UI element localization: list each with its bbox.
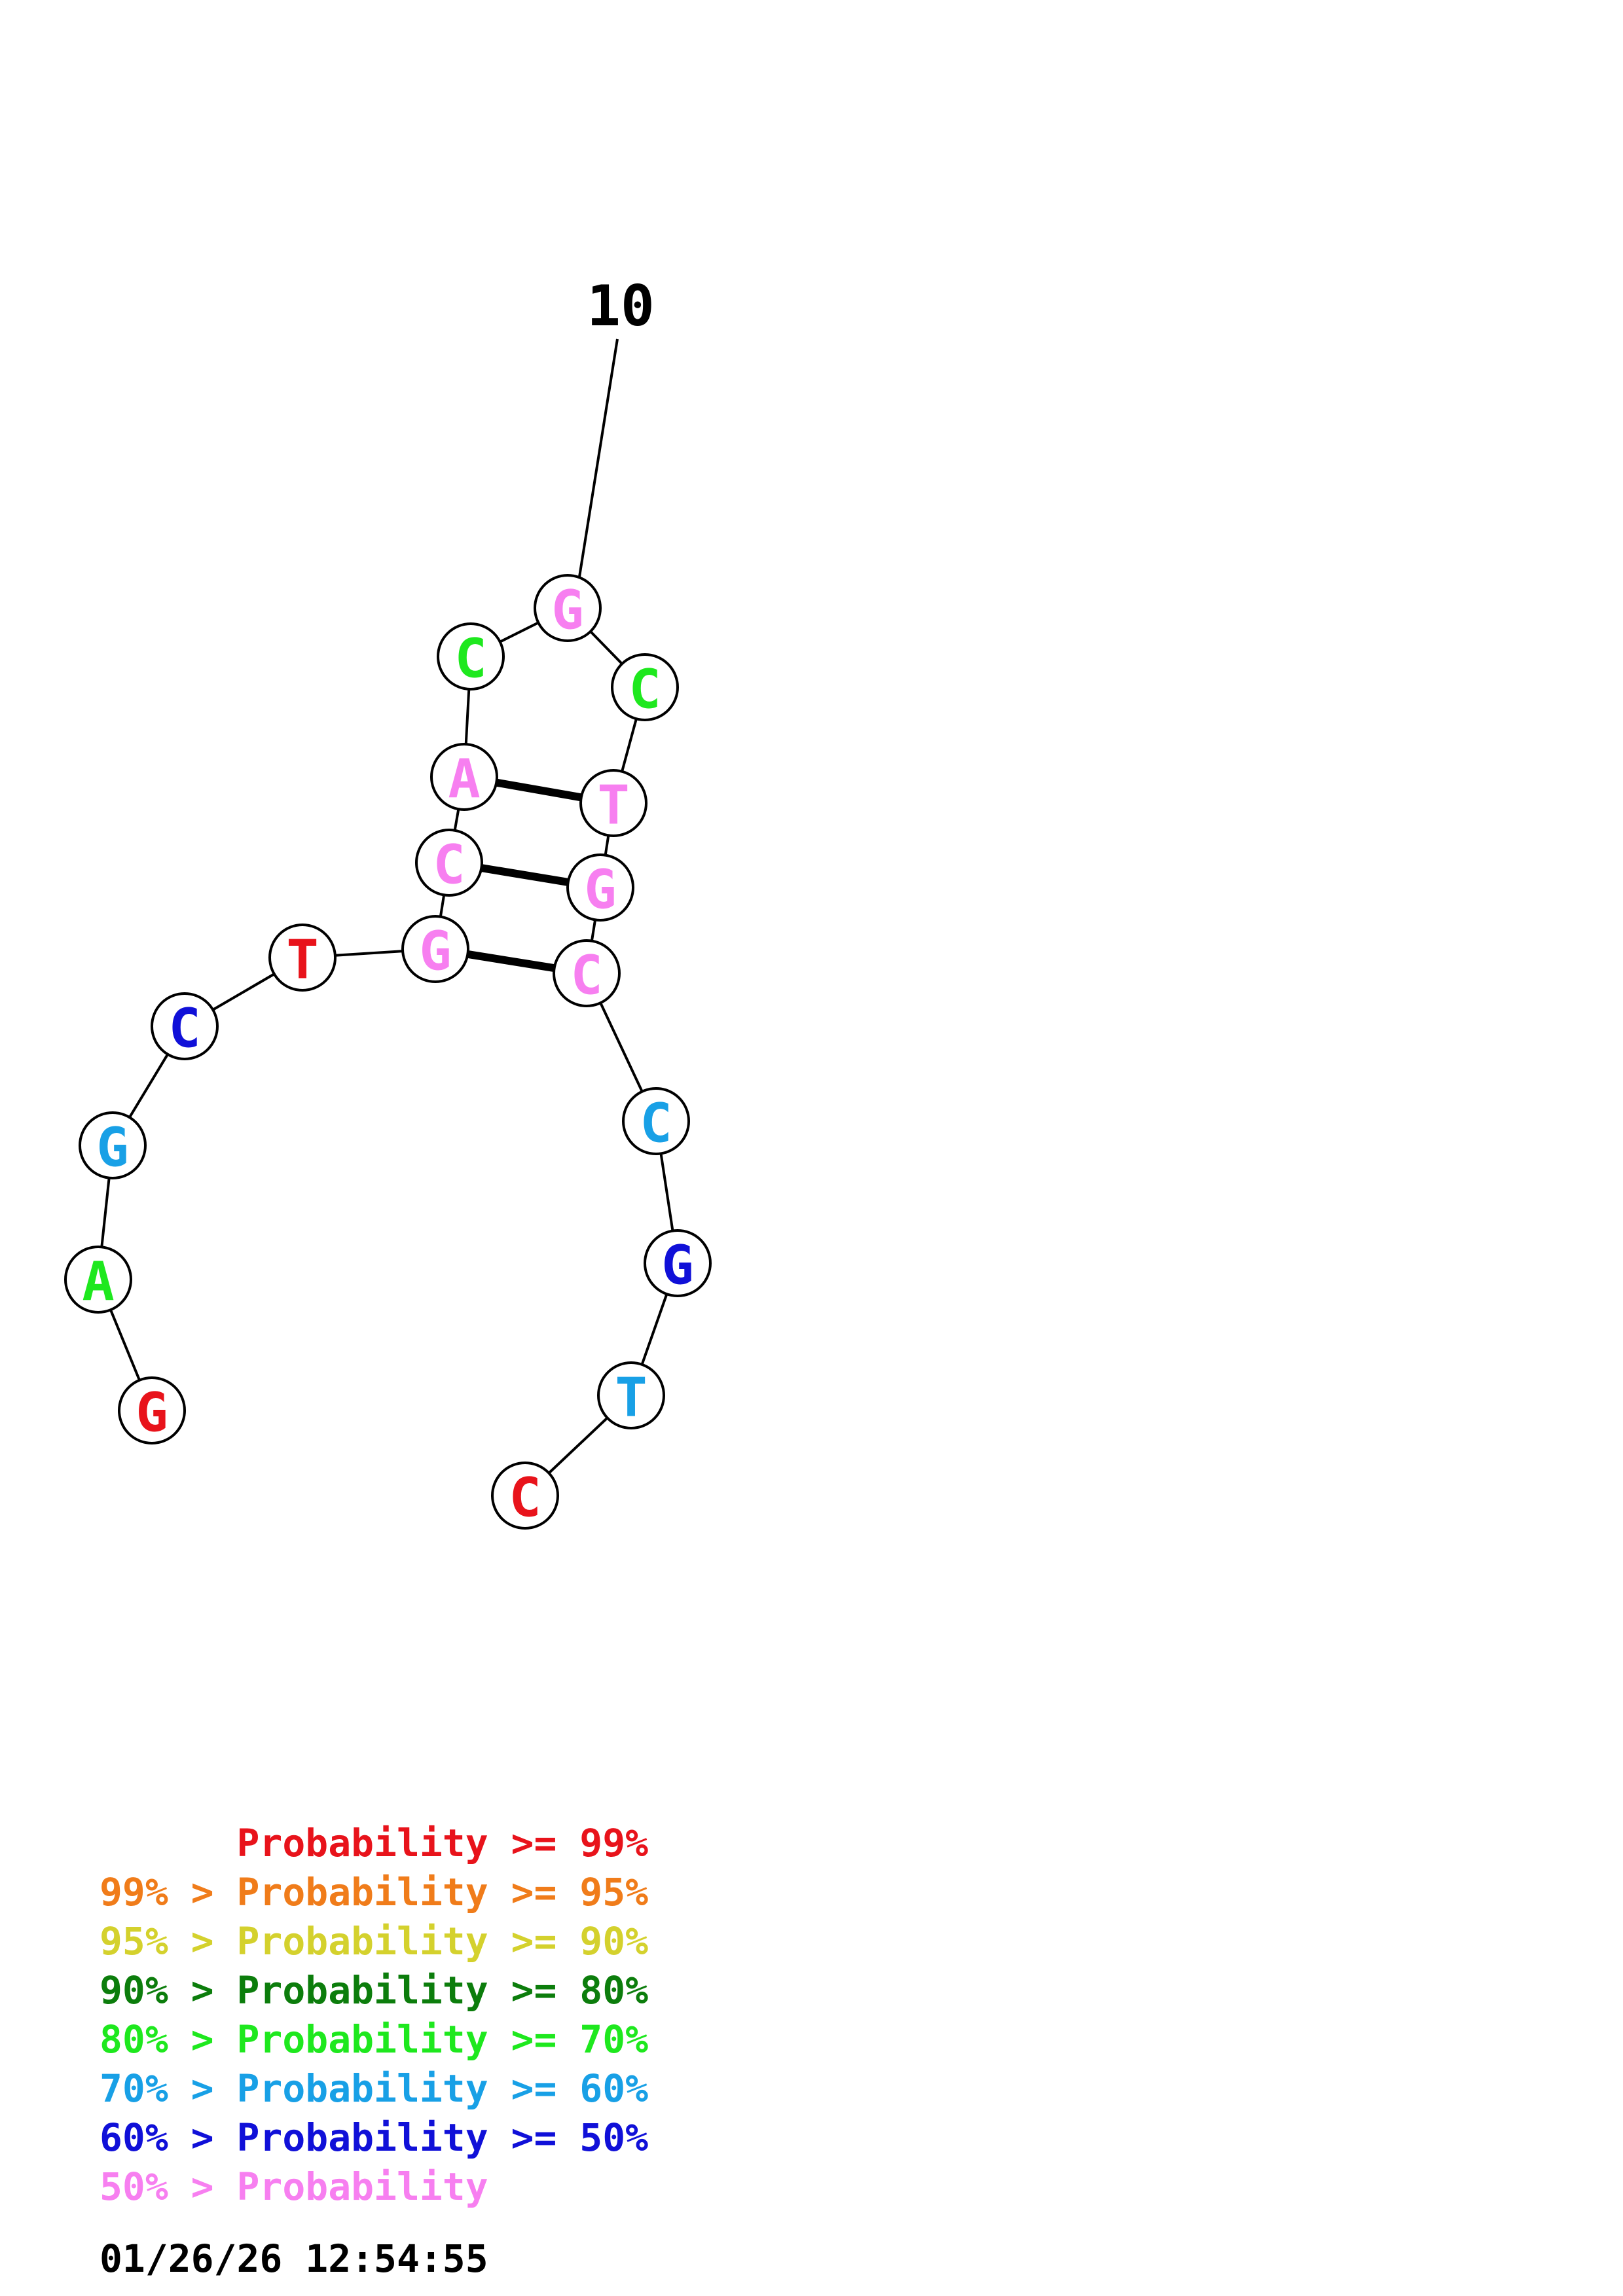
nucleotide-base: T bbox=[597, 775, 629, 837]
nucleotide-circle bbox=[268, 924, 337, 992]
nucleotide-base: G bbox=[661, 1235, 693, 1297]
nucleotide-circle bbox=[553, 939, 621, 1007]
index-label: 10 bbox=[587, 274, 655, 339]
nucleotide-10: G bbox=[534, 574, 602, 642]
index-tick-line bbox=[574, 338, 619, 606]
nucleotide-circle bbox=[118, 1376, 186, 1444]
nucleotide-base: C bbox=[629, 659, 661, 721]
nucleotide-circle bbox=[151, 992, 219, 1060]
nucleotide-circle bbox=[644, 1229, 712, 1297]
nucleotide-base: C bbox=[640, 1093, 672, 1155]
nucleotide-base: C bbox=[168, 998, 200, 1060]
nucleotide-circle bbox=[415, 829, 483, 897]
nucleotide-3: G bbox=[79, 1111, 147, 1179]
nucleotide-circle bbox=[79, 1111, 147, 1179]
nucleotide-16: G bbox=[644, 1229, 712, 1297]
nucleotide-6: G bbox=[401, 915, 469, 983]
nucleotide-8: A bbox=[430, 743, 498, 811]
nucleotide-circle bbox=[622, 1087, 690, 1155]
legend-entry: 60% > Probability >= 50% bbox=[100, 2115, 648, 2160]
timestamp: 01/26/26 12:54:55 bbox=[100, 2236, 488, 2281]
nucleotide-base: A bbox=[448, 749, 480, 811]
nucleotide-14: C bbox=[553, 939, 621, 1007]
nucleotide-9: C bbox=[437, 622, 505, 691]
nucleotide-12: T bbox=[579, 769, 647, 837]
nucleotide-circle bbox=[437, 622, 505, 691]
legend-entry: 50% > Probability bbox=[100, 2164, 488, 2209]
legend-entry: 80% > Probability >= 70% bbox=[100, 2017, 648, 2062]
nucleotide-18: C bbox=[491, 1462, 559, 1530]
nucleotide-base: C bbox=[454, 628, 486, 691]
nucleotide-base: A bbox=[82, 1251, 114, 1314]
nucleotide-base: T bbox=[286, 929, 318, 992]
nucleotide-1: G bbox=[118, 1376, 186, 1444]
nucleotide-base: G bbox=[584, 859, 616, 922]
nucleotide-4: C bbox=[151, 992, 219, 1060]
nucleotide-circle bbox=[611, 653, 679, 721]
legend-entry: 70% > Probability >= 60% bbox=[100, 2066, 648, 2111]
nucleotide-base: C bbox=[509, 1467, 541, 1530]
nucleotide-base: G bbox=[96, 1117, 128, 1179]
nucleotide-base: C bbox=[570, 945, 602, 1007]
nucleotide-2: A bbox=[64, 1246, 132, 1314]
nucleotide-base: T bbox=[615, 1367, 647, 1429]
nucleotide-base: G bbox=[419, 921, 451, 983]
nucleotide-7: C bbox=[415, 829, 483, 897]
nucleotide-11: C bbox=[611, 653, 679, 721]
probability-legend: Probability >= 99% 99% > Probability >= 9… bbox=[100, 1821, 648, 2209]
nucleotide-circle bbox=[430, 743, 498, 811]
legend-entry: 99% > Probability >= 95% bbox=[100, 1870, 648, 1914]
nucleotide-15: C bbox=[622, 1087, 690, 1155]
nucleotide-circle bbox=[579, 769, 647, 837]
nucleotide-circle bbox=[566, 853, 634, 922]
nucleotide-circle bbox=[401, 915, 469, 983]
nucleotide-circle bbox=[491, 1462, 559, 1530]
nucleotide-circle bbox=[597, 1361, 665, 1429]
legend-entry: 95% > Probability >= 90% bbox=[100, 1919, 648, 1964]
nucleotide-5: T bbox=[268, 924, 337, 992]
index-markers: 10 bbox=[574, 274, 655, 606]
nucleotide-base: G bbox=[136, 1382, 168, 1444]
nucleotide-base: G bbox=[551, 580, 583, 642]
nucleotide-17: T bbox=[597, 1361, 665, 1429]
nucleotide-circle bbox=[64, 1246, 132, 1314]
nucleotide-13: G bbox=[566, 853, 634, 922]
legend-entry: Probability >= 99% bbox=[100, 1821, 648, 1865]
legend-entry: 90% > Probability >= 80% bbox=[100, 1968, 648, 2013]
nucleotide-circle bbox=[534, 574, 602, 642]
nucleotide-base: C bbox=[433, 834, 465, 897]
